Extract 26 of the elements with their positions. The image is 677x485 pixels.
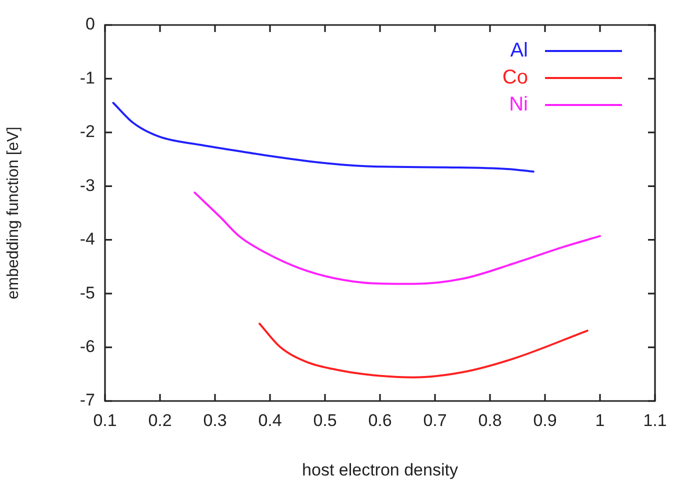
y-tick-label: -2 — [80, 122, 95, 142]
y-axis-title: embedding function [eV] — [5, 126, 22, 300]
x-tick-label: 0.2 — [148, 410, 172, 430]
x-tick-label: 1 — [595, 410, 605, 430]
x-tick-label: 0.4 — [258, 410, 282, 430]
y-tick-label: -1 — [80, 68, 95, 88]
y-tick-label: -4 — [80, 230, 95, 249]
x-tick-label: 0.6 — [368, 410, 392, 430]
legend-label: Ni — [509, 94, 528, 116]
line-series — [194, 192, 601, 285]
x-tick-label: 0.9 — [533, 410, 557, 430]
y-tick-label: -5 — [80, 283, 95, 302]
legend-label: Al — [510, 40, 528, 62]
y-tick-label: -7 — [80, 390, 95, 410]
line-series — [258, 322, 588, 378]
y-tick-label: 0 — [86, 14, 95, 34]
x-tick-label: 0.3 — [203, 410, 227, 430]
x-tick-label: 0.1 — [93, 410, 117, 430]
legend-label: Co — [502, 66, 528, 89]
y-tick-label: -6 — [80, 336, 95, 356]
x-axis-title: host electron density — [302, 460, 458, 480]
y-tick-label: -3 — [80, 176, 95, 195]
x-tick-label: 0.5 — [313, 410, 337, 430]
x-tick-label: 1.1 — [643, 410, 667, 430]
x-tick-label: 0.8 — [478, 410, 502, 430]
x-tick-label: 0.7 — [423, 410, 447, 430]
